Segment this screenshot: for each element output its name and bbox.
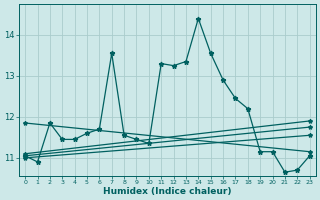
X-axis label: Humidex (Indice chaleur): Humidex (Indice chaleur)	[103, 187, 232, 196]
